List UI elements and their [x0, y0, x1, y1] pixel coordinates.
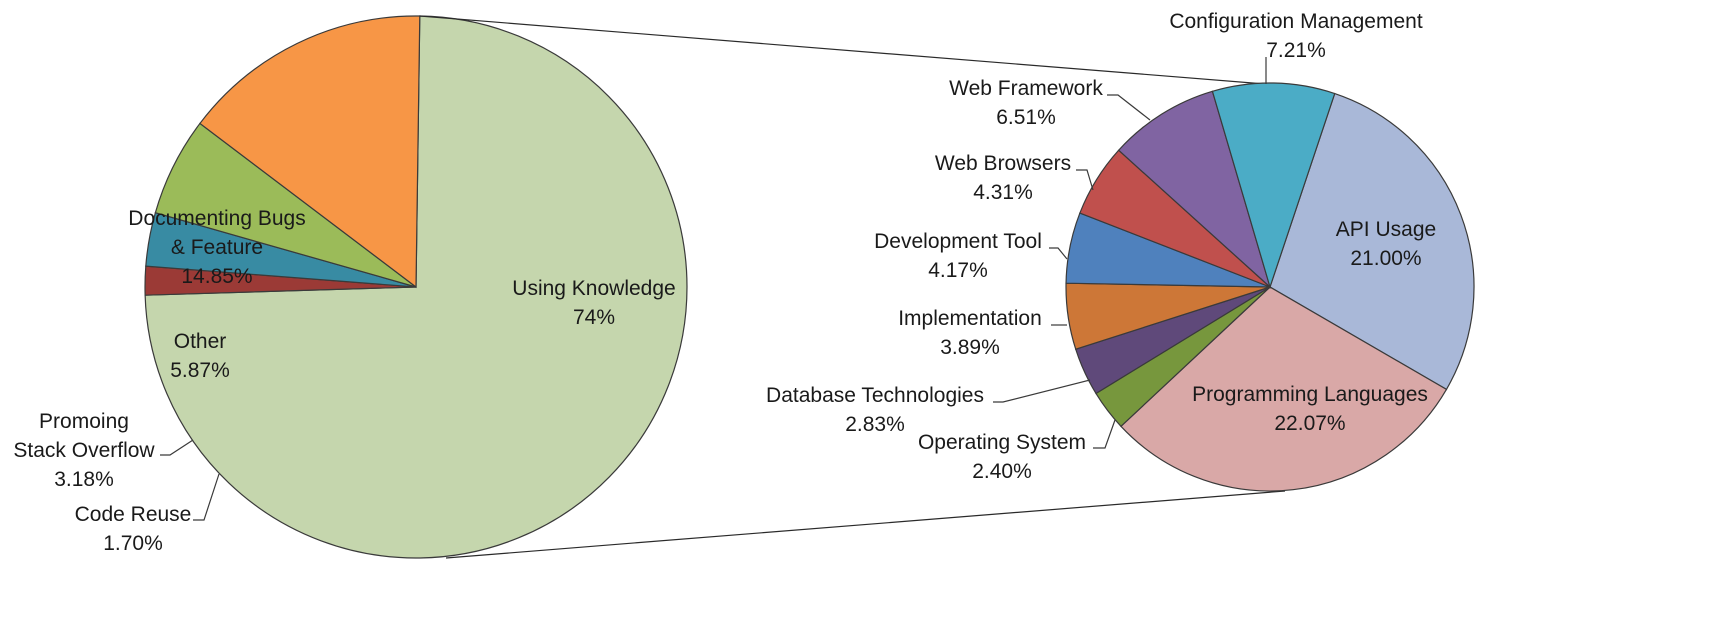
left-label-documenting-bugs-feature-text: & Feature [171, 236, 263, 259]
leader-line-web-browsers [1076, 169, 1094, 191]
left-label-other: Other 5.87% [170, 330, 230, 382]
left-label-promoing-stack-overflow: Promoing Stack Overflow 3.18% [13, 410, 155, 491]
left-label-other-text: Other [174, 330, 227, 353]
right-label-programming-languages: Programming Languages 22.07% [1192, 383, 1428, 435]
right-label-web-browsers: Web Browsers 4.31% [935, 152, 1071, 204]
right-label-web-browsers-percent: 4.31% [973, 181, 1033, 204]
right-label-api-usage: API Usage 21.00% [1336, 218, 1436, 270]
right-label-programming-languages-percent: 22.07% [1274, 412, 1345, 435]
right-label-operating-system-text: Operating System [918, 431, 1086, 454]
right-pie-slice-programming-languages [1120, 286, 1448, 492]
leader-line-web-framework [1107, 94, 1151, 121]
leader-line-code-reuse [193, 473, 220, 521]
right-label-development-tool: Development Tool 4.17% [874, 230, 1042, 282]
right-label-implementation-percent: 3.89% [940, 336, 1000, 359]
right-label-web-framework-text: Web Framework [949, 77, 1103, 100]
right-label-configuration-management-percent: 7.21% [1266, 39, 1326, 62]
left-label-promoing-stack-overflow-percent: 3.18% [54, 468, 114, 491]
left-label-documenting-bugs-feature: Documenting Bugs & Feature 14.85% [128, 207, 305, 288]
right-label-web-browsers-text: Web Browsers [935, 152, 1071, 175]
right-label-development-tool-percent: 4.17% [928, 259, 988, 282]
right-label-api-usage-percent: 21.00% [1350, 247, 1421, 270]
right-label-implementation-text: Implementation [898, 307, 1042, 330]
right-label-implementation: Implementation 3.89% [898, 307, 1042, 359]
leader-line-operating-system [1093, 419, 1116, 449]
left-label-code-reuse: Code Reuse 1.70% [75, 503, 192, 555]
right-label-programming-languages-text: Programming Languages [1192, 383, 1428, 406]
left-label-using-knowledge-percent: 74% [573, 306, 615, 329]
left-pie-slice-documenting-bugs-feature [199, 15, 421, 289]
right-label-web-framework-percent: 6.51% [996, 106, 1056, 129]
leader-line-development-tool [1049, 247, 1068, 260]
right-label-database-technologies-text: Database Technologies [766, 384, 984, 407]
right-label-operating-system-percent: 2.40% [972, 460, 1032, 483]
right-pie-slice-web-framework [1117, 90, 1272, 289]
left-label-code-reuse-percent: 1.70% [103, 532, 163, 555]
left-label-promoing-stack-overflow-text: Promoing [39, 410, 129, 433]
left-label-code-reuse-text: Code Reuse [75, 503, 192, 526]
right-pie-slice-configuration-management [1211, 82, 1336, 290]
right-pie-slice-api-usage [1269, 92, 1475, 391]
right-label-web-framework: Web Framework 6.51% [949, 77, 1103, 129]
left-label-promoing-stack-overflow-text: Stack Overflow [13, 439, 155, 462]
connector-line-bottom [445, 490, 1286, 559]
right-label-operating-system: Operating System 2.40% [918, 431, 1086, 483]
right-label-configuration-management-text: Configuration Management [1169, 10, 1422, 33]
left-label-other-percent: 5.87% [170, 359, 230, 382]
connector-line-top [419, 15, 1266, 85]
left-label-using-knowledge-text: Using Knowledge [512, 277, 675, 300]
left-label-documenting-bugs-feature-text: Documenting Bugs [128, 207, 305, 230]
right-label-configuration-management: Configuration Management 7.21% [1169, 10, 1422, 62]
left-label-using-knowledge: Using Knowledge 74% [512, 277, 675, 329]
left-label-documenting-bugs-feature-percent: 14.85% [181, 265, 252, 288]
leader-line-database-technologies [993, 379, 1091, 403]
right-label-development-tool-text: Development Tool [874, 230, 1042, 253]
right-label-database-technologies: Database Technologies 2.83% [766, 384, 984, 436]
right-label-database-technologies-percent: 2.83% [845, 413, 905, 436]
leader-line-promoing-stack-overflow [160, 439, 194, 456]
right-label-api-usage-text: API Usage [1336, 218, 1436, 241]
